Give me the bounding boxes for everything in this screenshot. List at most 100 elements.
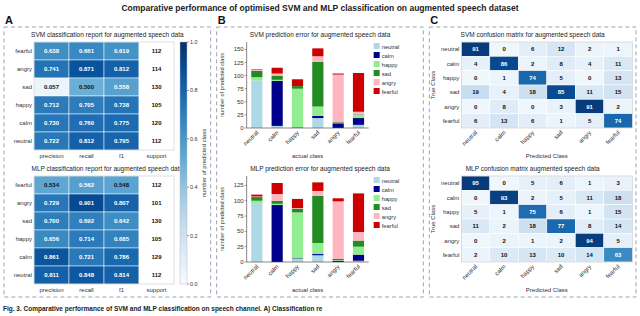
legend-entry: fearful: [382, 223, 398, 229]
bar-segment: [353, 241, 364, 247]
data-label: 0.562: [79, 182, 95, 188]
data-label: 6: [559, 209, 563, 215]
data-label: 0.705: [79, 102, 95, 108]
data-label: 74: [529, 75, 536, 81]
bars: [251, 182, 364, 262]
y-tick: [245, 185, 247, 186]
data-label: 12: [558, 46, 565, 52]
chart-title: MLP prediction error for augmented speec…: [250, 165, 390, 173]
data-label: 0.712: [44, 102, 60, 108]
heatmap-cell: [461, 190, 490, 204]
heatmap-cell: [139, 42, 174, 60]
bar-segment: [312, 255, 323, 262]
chart-title: MLP confusion matrix augmented speech da…: [466, 165, 600, 173]
heatmap-cell: [604, 176, 633, 190]
data-label: 0.848: [79, 272, 95, 278]
heatmap-cell: [490, 248, 519, 262]
x-tick-label: calm: [267, 129, 280, 142]
data-label: 0.760: [79, 120, 95, 126]
y-tick-label: 75: [237, 86, 244, 92]
data-label: 91: [472, 46, 479, 52]
y-axis: [246, 176, 247, 262]
row-label: fearful: [15, 48, 32, 54]
data-label: 8: [502, 104, 506, 110]
data-label: 11: [472, 223, 479, 229]
caption: Fig. 3. Comparative performance of SVM a…: [3, 305, 323, 313]
data-label: 15: [615, 209, 622, 215]
y-tick-label: 125: [234, 60, 245, 66]
column-label: neutral: [461, 263, 478, 280]
bar-segment: [312, 56, 323, 62]
heatmap-cell: [604, 190, 633, 204]
data-label: 0.721: [79, 254, 95, 260]
bar-segment: [292, 199, 303, 208]
bar-segment: [251, 201, 262, 204]
bar-segment: [251, 197, 262, 201]
heatmap-cell: [604, 205, 633, 219]
bar-segment: [272, 194, 283, 201]
legend-entry: neutral: [382, 44, 400, 50]
data-label: 0.642: [114, 218, 130, 224]
heatmap-cell: [69, 176, 104, 194]
legend-entry: sad: [382, 205, 391, 211]
heatmap-cell: [575, 56, 604, 70]
data-label: 120: [151, 120, 162, 126]
heatmap-cell: [69, 248, 104, 266]
heatmap-cell: [604, 233, 633, 247]
data-label: 112: [152, 182, 162, 188]
heatmap-cell: [518, 248, 547, 262]
heatmap-cell: [547, 233, 576, 247]
legend-swatch: [374, 61, 380, 67]
bar-segment: [312, 243, 323, 254]
row-label: neutral: [14, 138, 32, 144]
data-label: 114: [152, 66, 162, 72]
data-label: 13: [501, 118, 508, 124]
legend-swatch: [374, 213, 380, 219]
heatmap-cell: [139, 248, 174, 266]
y-tick: [245, 101, 247, 102]
data-label: 130: [151, 84, 162, 90]
bar-segment: [353, 232, 364, 241]
heatmap-cell: [547, 248, 576, 262]
bar-segment: [251, 70, 262, 71]
colorbar-tick-label: 1.0: [190, 39, 198, 45]
bar-segment: [333, 74, 344, 75]
row-label: neutral: [441, 180, 459, 186]
y-tick: [245, 262, 247, 263]
data-label: 18: [529, 223, 536, 229]
heatmap-cell: [547, 190, 576, 204]
column-label: precision: [39, 153, 63, 159]
data-label: 105: [151, 102, 162, 108]
heatmap-cell: [490, 99, 519, 113]
heatmap-cell: [518, 219, 547, 233]
legend-entry: calm: [382, 53, 394, 59]
data-label: 0.786: [114, 254, 130, 260]
data-label: 0: [502, 180, 506, 186]
bar-segment: [312, 118, 323, 128]
data-label: 0: [531, 104, 535, 110]
data-label: 0: [474, 238, 478, 244]
y-tick-label: 100: [234, 198, 245, 204]
heatmap-cell: [69, 132, 104, 150]
heatmap-cell: [518, 71, 547, 85]
heatmap-cell: [490, 42, 519, 56]
x-tick-label: calm: [267, 263, 280, 276]
heatmap-cell: [34, 266, 69, 284]
bar-segment: [333, 260, 344, 262]
data-label: 0.619: [114, 48, 130, 54]
data-label: 1: [531, 238, 535, 244]
legend-swatch: [374, 79, 380, 85]
row-label: sad: [22, 84, 32, 90]
legend-entry: sad: [382, 71, 391, 77]
heatmap-cell: [547, 205, 576, 219]
heatmap-cell: [139, 176, 174, 194]
heatmap-cell: [104, 114, 139, 132]
data-label: 18: [615, 195, 622, 201]
y-tick: [245, 128, 247, 129]
row-label: happy: [443, 209, 459, 215]
heatmap-cell: [575, 99, 604, 113]
colorbar-tick-label: 0.0: [190, 281, 198, 287]
plot-frame: [34, 42, 174, 150]
data-label: 0.775: [114, 120, 130, 126]
x-tick-label: happy: [284, 263, 300, 279]
